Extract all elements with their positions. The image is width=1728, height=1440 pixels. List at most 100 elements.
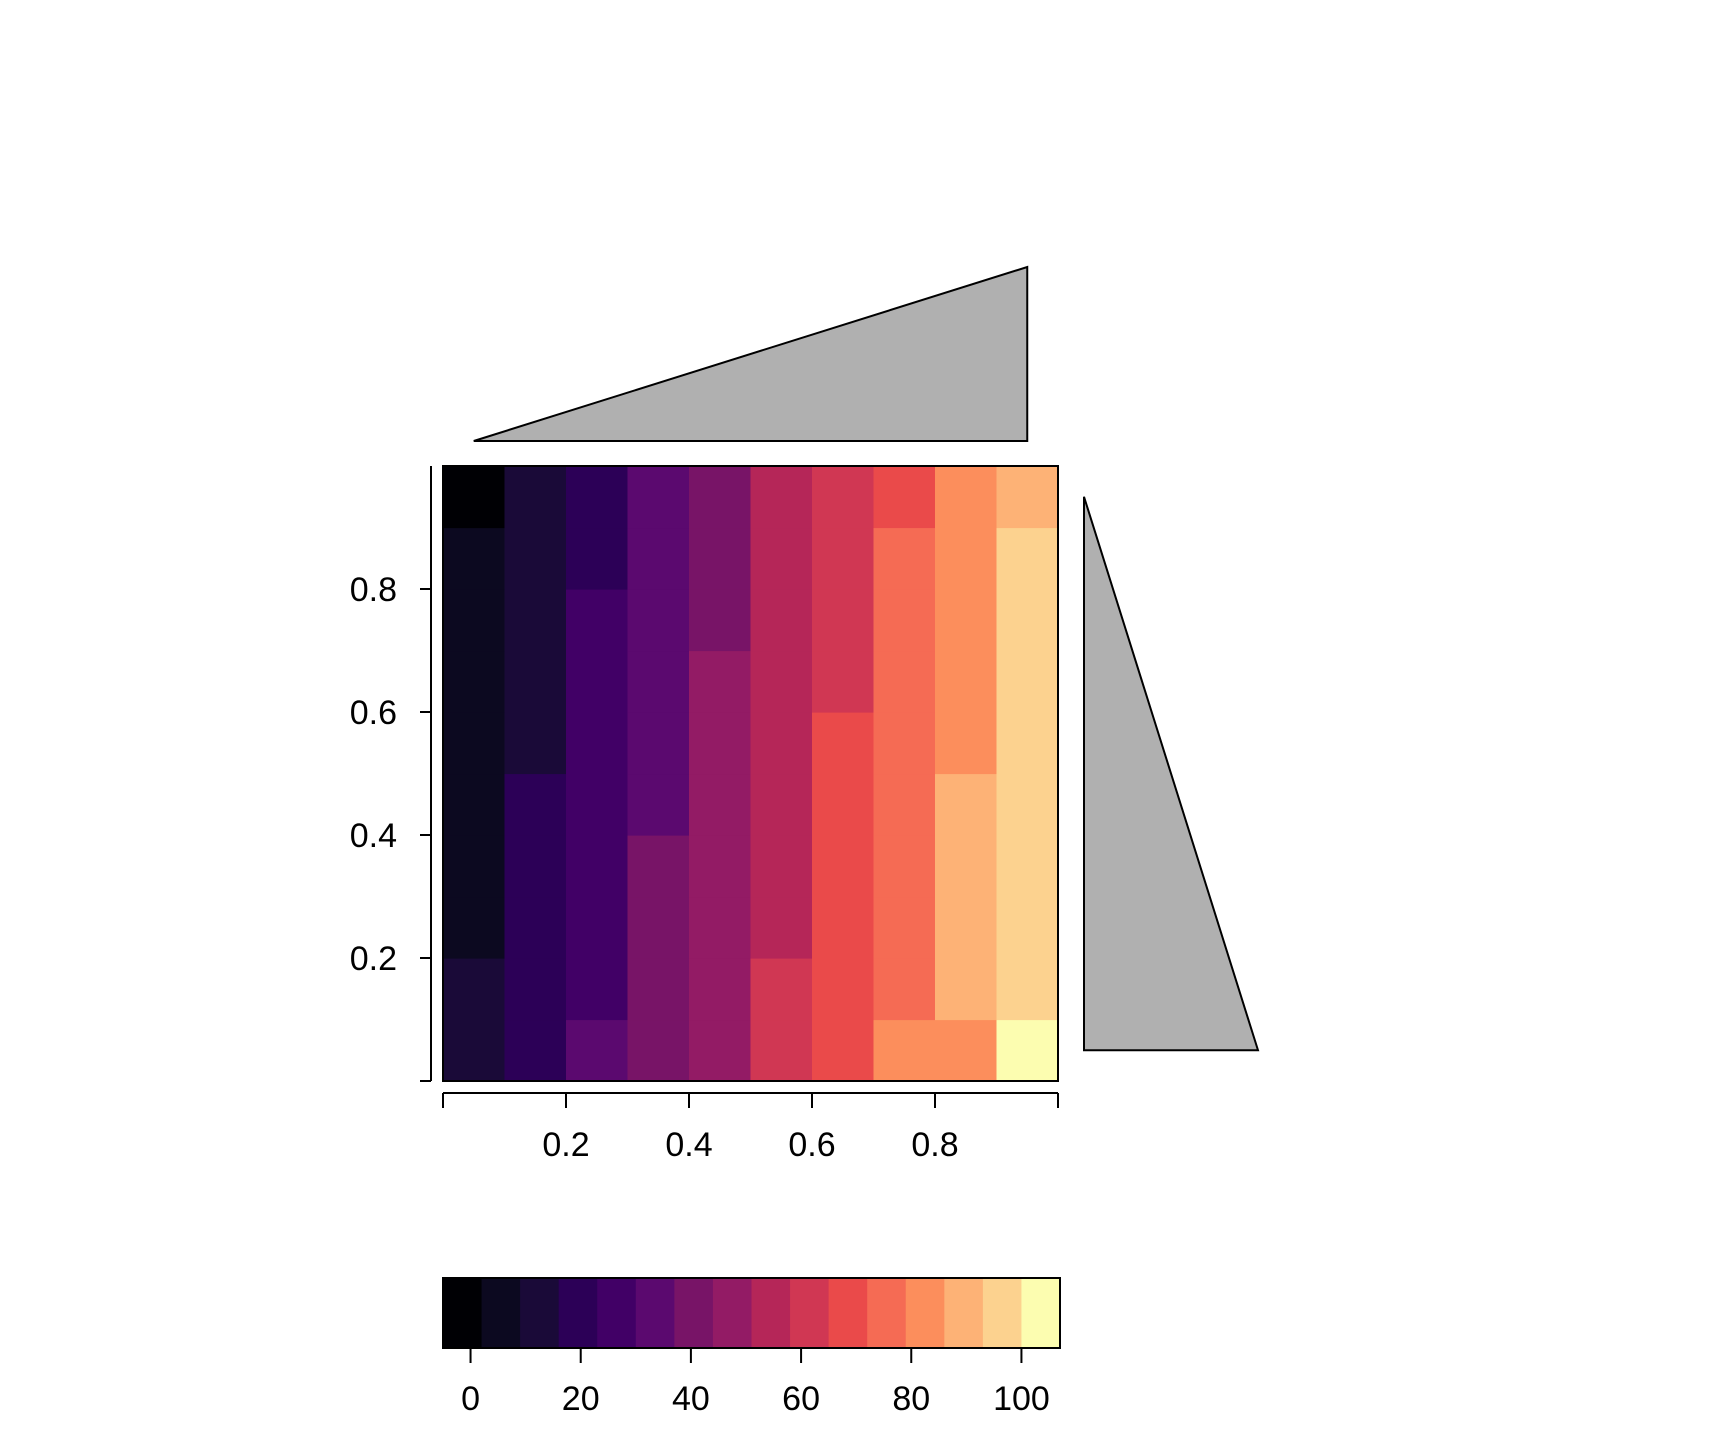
heatmap-cells	[443, 466, 1059, 1082]
heatmap-cell	[750, 835, 813, 898]
heatmap-cell	[566, 712, 629, 775]
heatmap-cell	[566, 896, 629, 959]
heatmap-cell	[504, 466, 567, 529]
heatmap-cell	[935, 589, 998, 652]
heatmap-cell	[504, 712, 567, 775]
heatmap-cell	[566, 958, 629, 1021]
y-tick-label: 0.8	[350, 571, 397, 609]
x-axis: 0.2 0.4 0.6 0.8	[442, 1092, 1059, 1164]
y-tick-label: 0.6	[350, 694, 397, 732]
heatmap-cell	[935, 773, 998, 836]
colorbar-swatch	[481, 1278, 521, 1348]
x-tick-label: 0.4	[665, 1126, 712, 1164]
colorbar-tick-label: 80	[892, 1380, 930, 1418]
heatmap-cell	[627, 958, 690, 1021]
heatmap-cell	[627, 773, 690, 836]
colorbar-swatch	[867, 1278, 907, 1348]
heatmap-cell	[873, 835, 936, 898]
colorbar-swatch	[712, 1278, 753, 1348]
heatmap-cell	[443, 712, 506, 775]
heatmap-cell	[873, 1019, 936, 1082]
heatmap-cell	[935, 712, 998, 775]
colorbar-tick-label: 40	[672, 1380, 710, 1418]
heatmap-cell	[812, 773, 875, 836]
colorbar-swatch	[558, 1278, 598, 1348]
heatmap-cell	[873, 896, 936, 959]
heatmap-cell	[566, 835, 629, 898]
colorbar-swatch	[790, 1278, 830, 1348]
heatmap-cell	[689, 589, 752, 652]
heatmap-cell	[812, 650, 875, 713]
heatmap-cell	[443, 466, 506, 529]
heatmap-cell	[627, 589, 690, 652]
heatmap-cell	[873, 958, 936, 1021]
heatmap-cell	[627, 527, 690, 590]
heatmap-cell	[935, 958, 998, 1021]
heatmap-cell	[504, 650, 567, 713]
heatmap-cell	[873, 589, 936, 652]
heatmap-cell	[443, 589, 506, 652]
heatmap-cell	[812, 835, 875, 898]
heatmap-cell	[504, 835, 567, 898]
heatmap-cell	[566, 1019, 629, 1082]
colorbar-tick-label: 100	[993, 1380, 1050, 1418]
heatmap-cell	[566, 466, 629, 529]
colorbar-swatch	[520, 1278, 560, 1348]
heatmap-cell	[812, 958, 875, 1021]
x-tick-label: 0.2	[542, 1126, 589, 1164]
heatmap-cell	[689, 650, 752, 713]
heatmap-cell	[566, 773, 629, 836]
heatmap-cell	[750, 773, 813, 836]
colorbar-tick-label: 20	[562, 1380, 600, 1418]
heatmap-cell	[689, 958, 752, 1021]
heatmap-cell	[689, 896, 752, 959]
heatmap-cell	[689, 835, 752, 898]
heatmap-cell	[996, 773, 1059, 836]
colorbar-swatch	[674, 1278, 714, 1348]
heatmap-cell	[750, 650, 813, 713]
heatmap-cell	[504, 589, 567, 652]
heatmap-cell	[873, 527, 936, 590]
heatmap-cell	[689, 527, 752, 590]
heatmap-cell	[443, 1019, 506, 1082]
heatmap-cell	[504, 958, 567, 1021]
heatmap-cell	[812, 1019, 875, 1082]
colorbar-swatch	[443, 1278, 483, 1348]
heatmap-cell	[935, 896, 998, 959]
heatmap-cell	[443, 958, 506, 1021]
heatmap-cell	[689, 466, 752, 529]
heatmap-cell	[873, 773, 936, 836]
heatmap-cell	[627, 1019, 690, 1082]
heatmap-cell	[996, 896, 1059, 959]
heatmap-cell	[812, 527, 875, 590]
heatmap-cell	[750, 1019, 813, 1082]
heatmap-cell	[689, 773, 752, 836]
heatmap-cell	[627, 712, 690, 775]
x-tick-label: 0.6	[788, 1126, 835, 1164]
heatmap-cell	[750, 958, 813, 1021]
colorbar-swatch	[828, 1278, 868, 1348]
colorbar-swatch	[905, 1278, 945, 1348]
heatmap-cell	[627, 835, 690, 898]
heatmap-cell	[873, 650, 936, 713]
heatmap-cell	[812, 589, 875, 652]
heatmap-cell	[996, 589, 1059, 652]
y-axis: 0.2 0.4 0.6 0.8	[350, 466, 432, 1082]
colorbar-frame	[442, 1277, 1061, 1349]
heatmap-cell	[996, 527, 1059, 590]
heatmap-cell	[996, 958, 1059, 1021]
colorbar-swatch	[982, 1278, 1023, 1348]
x-marginal-density	[473, 265, 1029, 442]
heatmap-cell	[443, 773, 506, 836]
heatmap-cell	[812, 466, 875, 529]
heatmap-cell	[566, 650, 629, 713]
heatmap-cell	[935, 835, 998, 898]
heatmap-cell	[750, 527, 813, 590]
colorbar-swatch	[751, 1278, 791, 1348]
heatmap-cell	[504, 527, 567, 590]
heatmap-cell	[750, 896, 813, 959]
colorbar-swatch	[597, 1278, 637, 1348]
heatmap-cell	[443, 527, 506, 590]
heatmap-cell	[996, 650, 1059, 713]
